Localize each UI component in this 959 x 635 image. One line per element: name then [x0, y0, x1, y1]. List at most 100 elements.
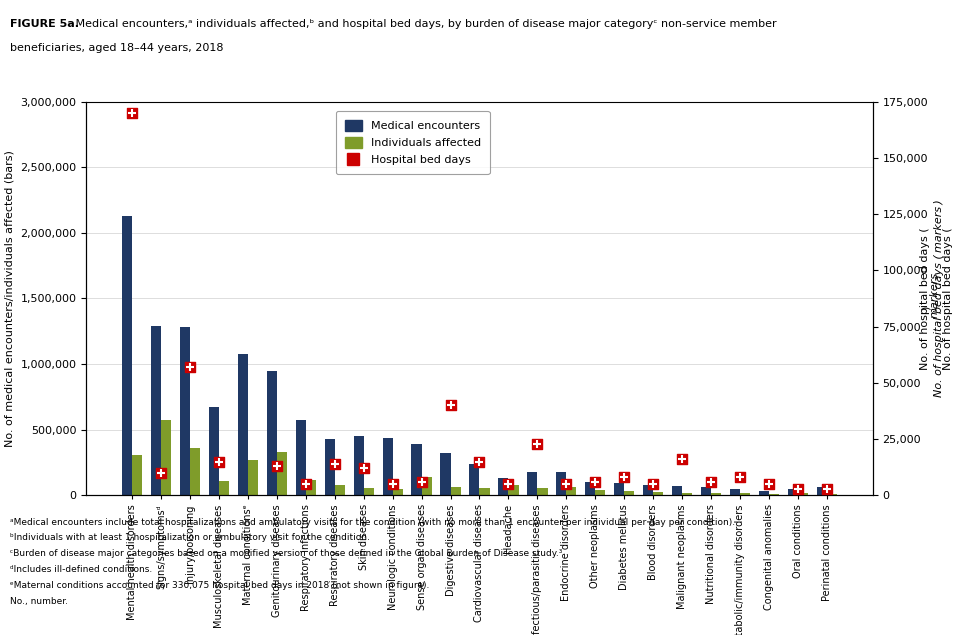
Bar	[827, 494, 837, 495]
Hospital bed days	[645, 479, 661, 489]
Point	[125, 108, 140, 118]
Bar	[480, 488, 490, 495]
Hospital bed days	[182, 362, 198, 372]
Hospital bed days	[356, 463, 371, 473]
Point	[733, 472, 748, 483]
Bar	[682, 493, 692, 495]
Bar	[132, 455, 142, 495]
Hospital bed days	[674, 454, 690, 464]
Bar	[711, 493, 721, 495]
Hospital bed days	[327, 458, 342, 469]
Bar	[383, 438, 392, 495]
Bar	[354, 436, 363, 495]
Hospital bed days	[617, 472, 632, 483]
Point	[501, 479, 516, 489]
Bar	[769, 494, 779, 495]
Bar	[759, 491, 769, 495]
Bar	[295, 420, 306, 495]
Bar	[451, 487, 460, 495]
Bar	[596, 490, 605, 495]
Text: ᵉMaternal conditions accounted for 330,075 hospital bed days in 2018 (not shown : ᵉMaternal conditions accounted for 330,0…	[10, 581, 429, 590]
Point	[269, 461, 285, 471]
Hospital bed days	[703, 477, 718, 487]
Bar	[277, 452, 287, 495]
Hospital bed days	[153, 468, 169, 478]
Bar	[798, 493, 808, 495]
Bar	[499, 478, 508, 495]
Point	[356, 463, 371, 473]
Text: ᵃMedical encounters include total hospitalizations and ambulatory visits for the: ᵃMedical encounters include total hospit…	[10, 518, 735, 526]
Text: ᵇIndividuals with at least 1 hospitalization or ambulatory visit for the conditi: ᵇIndividuals with at least 1 hospitaliza…	[10, 533, 369, 542]
Point	[385, 479, 400, 489]
Bar	[585, 482, 596, 495]
Bar	[653, 492, 664, 495]
Bar	[567, 488, 576, 495]
Point	[819, 483, 834, 493]
Bar	[248, 460, 258, 495]
Hospital bed days	[819, 483, 834, 493]
Hospital bed days	[790, 483, 806, 493]
Bar	[787, 489, 798, 495]
Point	[182, 362, 198, 372]
Hospital bed days	[385, 479, 400, 489]
Hospital bed days	[443, 400, 458, 410]
Point	[298, 479, 314, 489]
Bar	[701, 488, 711, 495]
Bar	[817, 488, 827, 495]
Y-axis label: No. of hospital bed days ( markers ): No. of hospital bed days ( markers )	[934, 199, 944, 398]
Point	[443, 400, 458, 410]
Point	[211, 457, 226, 467]
Bar	[730, 489, 740, 495]
Bar	[392, 489, 403, 495]
Point	[674, 454, 690, 464]
Bar	[624, 491, 634, 495]
Bar	[422, 477, 432, 495]
Bar	[508, 485, 519, 495]
Bar	[537, 488, 548, 495]
Bar	[190, 448, 200, 495]
Text: Medical encounters,ᵃ individuals affected,ᵇ and hospital bed days, by burden of : Medical encounters,ᵃ individuals affecte…	[72, 19, 777, 29]
Bar	[161, 420, 172, 495]
Hospital bed days	[298, 479, 314, 489]
Hospital bed days	[733, 472, 748, 483]
Bar	[219, 481, 229, 495]
Hospital bed days	[559, 479, 574, 489]
Hospital bed days	[529, 439, 545, 449]
Hospital bed days	[414, 477, 430, 487]
Legend: Medical encounters, Individuals affected, Hospital bed days: Medical encounters, Individuals affected…	[337, 111, 490, 175]
Point	[414, 477, 430, 487]
Point	[645, 479, 661, 489]
Bar	[306, 479, 316, 495]
Bar	[740, 493, 750, 495]
Text: beneficiaries, aged 18–44 years, 2018: beneficiaries, aged 18–44 years, 2018	[10, 43, 223, 53]
Text: FIGURE 5a.: FIGURE 5a.	[10, 19, 79, 29]
Bar	[335, 485, 345, 495]
Bar	[209, 408, 219, 495]
Bar	[440, 453, 451, 495]
Point	[617, 472, 632, 483]
Bar	[122, 216, 132, 495]
Point	[790, 483, 806, 493]
Bar	[238, 354, 248, 495]
Hospital bed days	[472, 457, 487, 467]
Bar	[672, 486, 682, 495]
Point	[153, 468, 169, 478]
Hospital bed days	[211, 457, 226, 467]
Point	[588, 477, 603, 487]
Point	[472, 457, 487, 467]
Bar	[180, 327, 190, 495]
Text: No. of hospital bed days (: No. of hospital bed days (	[921, 227, 930, 370]
Bar	[527, 472, 537, 495]
Y-axis label: No. of medical encounters/individuals affected (bars): No. of medical encounters/individuals af…	[5, 150, 15, 447]
Text: ): )	[921, 306, 930, 310]
Text: markers: markers	[930, 272, 940, 318]
Text: No. of hospital bed days (: No. of hospital bed days (	[944, 227, 953, 370]
Point	[559, 479, 574, 489]
Hospital bed days	[588, 477, 603, 487]
Bar	[614, 483, 624, 495]
Bar	[469, 464, 480, 495]
Text: No., number.: No., number.	[10, 597, 67, 606]
Bar	[363, 488, 374, 495]
Bar	[151, 326, 161, 495]
Bar	[411, 444, 422, 495]
